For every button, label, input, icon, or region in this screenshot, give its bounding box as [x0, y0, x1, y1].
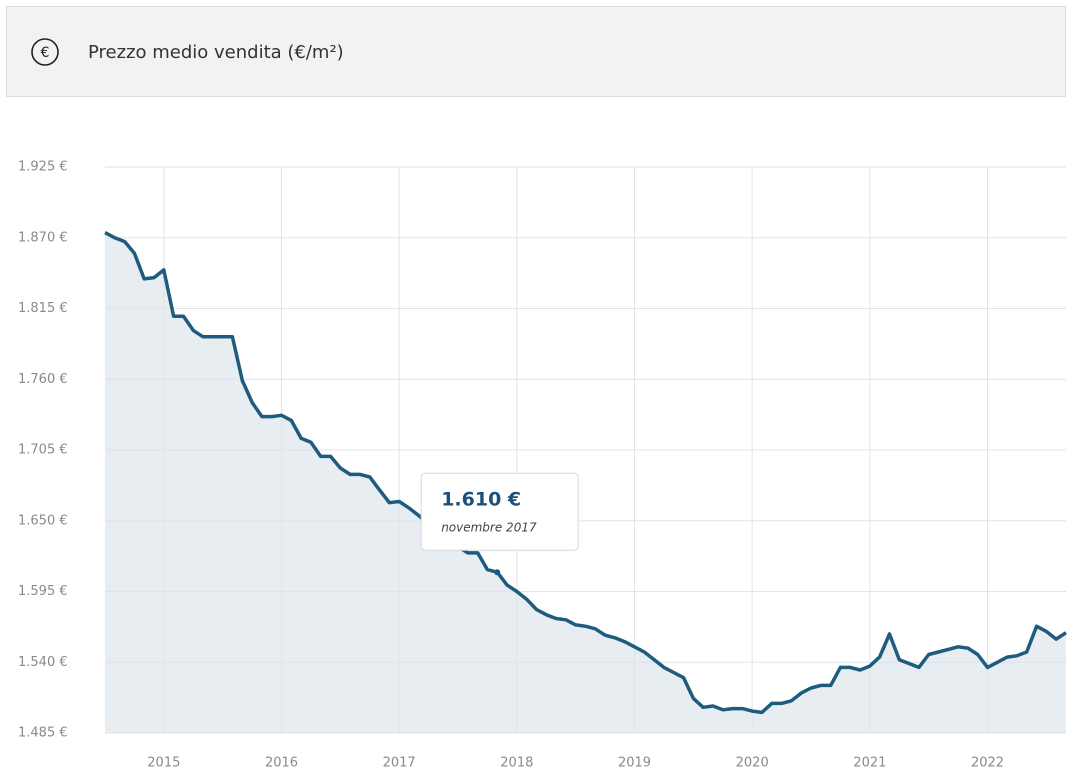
y-tick-label: 1.650 €	[18, 513, 68, 528]
tooltip-box	[420, 472, 579, 551]
y-tick-label: 1.595 €	[18, 584, 68, 599]
y-tick-label: 1.485 €	[18, 726, 68, 741]
chart-title: Prezzo medio vendita (€/m²)	[88, 42, 344, 63]
icon-text: €	[41, 45, 50, 61]
icon	[31, 38, 59, 66]
x-tick-label: 2019	[618, 756, 651, 771]
tooltip: 1.610 € novembre 2017	[420, 472, 579, 551]
area	[105, 232, 1066, 733]
x-tick-label: 2015	[147, 756, 180, 771]
x-tick-label: 2018	[500, 756, 533, 771]
x-tick-label: 2021	[853, 756, 886, 771]
tooltip-value: 1.610 €	[441, 489, 521, 511]
y-tick-label: 1.705 €	[18, 443, 68, 458]
tooltip-date: novembre 2017	[441, 521, 537, 535]
tooltip-point	[494, 569, 501, 576]
x-tick-label: 2017	[383, 756, 416, 771]
y-tick-label: 1.540 €	[18, 655, 68, 670]
y-tick-label: 1.870 €	[18, 230, 68, 245]
x-tick-label: 2020	[736, 756, 769, 771]
x-tick-label: 2016	[265, 756, 298, 771]
y-tick-label: 1.815 €	[18, 301, 68, 316]
x-tick-label: 2022	[971, 756, 1004, 771]
header	[6, 6, 1066, 97]
y-tick-label: 1.760 €	[18, 372, 68, 387]
line	[104, 231, 1067, 715]
y-tick-label: 1.925 €	[18, 160, 68, 175]
